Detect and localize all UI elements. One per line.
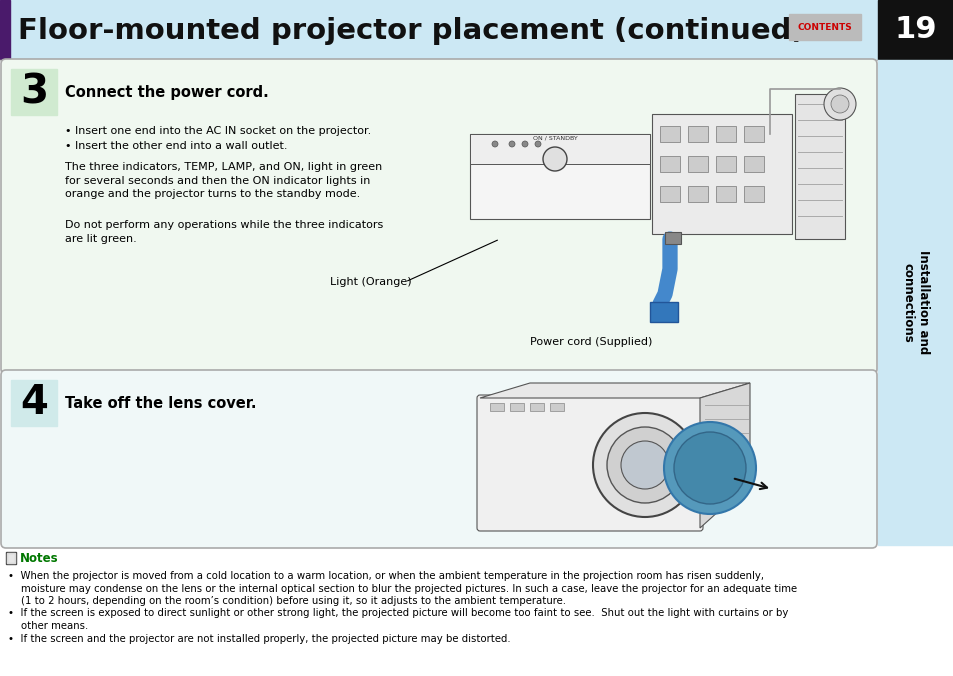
Bar [0,0,10,60]
Text: •  If the screen and the projector are not installed properly, the projected pic: • If the screen and the projector are no… [8,633,510,644]
Text: Floor-mounted projector placement (continued): Floor-mounted projector placement (conti… [18,17,804,45]
Circle shape [492,141,497,147]
Bar [687,156,707,172]
Bar [11,380,57,426]
Text: •  When the projector is moved from a cold location to a warm location, or when : • When the projector is moved from a col… [8,571,763,581]
Bar [743,186,763,202]
Text: Installation and
connections: Installation and connections [901,250,929,355]
Text: •  If the screen is exposed to direct sunlight or other strong light, the projec: • If the screen is exposed to direct sun… [8,608,787,619]
Polygon shape [700,383,749,528]
Text: Notes: Notes [20,552,58,564]
Bar [716,126,735,142]
Text: • Insert the other end into a wall outlet.: • Insert the other end into a wall outle… [65,141,287,151]
Circle shape [823,88,855,120]
Text: 3: 3 [20,72,48,112]
Bar [0,0,953,60]
Circle shape [673,432,745,504]
Bar [649,302,678,322]
Text: Do not perform any operations while the three indicators
are lit green.: Do not perform any operations while the … [65,220,383,243]
Bar [470,134,649,219]
Bar [651,114,791,234]
Text: Take off the lens cover.: Take off the lens cover. [65,395,256,410]
FancyBboxPatch shape [1,370,876,548]
Text: 4: 4 [20,383,48,423]
Bar [550,403,563,411]
Bar [687,126,707,142]
Circle shape [663,422,755,514]
Text: CONTENTS: CONTENTS [797,22,851,32]
Bar [743,126,763,142]
Bar [877,0,953,60]
FancyBboxPatch shape [476,395,702,531]
Bar [687,186,707,202]
Bar [6,552,16,564]
Bar [490,403,503,411]
FancyBboxPatch shape [1,59,876,374]
Circle shape [620,441,668,489]
Bar [788,14,861,40]
Circle shape [521,141,527,147]
Bar [743,156,763,172]
Bar [659,126,679,142]
Bar [716,186,735,202]
Text: Connect the power cord.: Connect the power cord. [65,84,269,99]
Bar [794,94,844,239]
Bar [510,403,523,411]
Polygon shape [479,383,749,398]
Bar [7,553,15,563]
Bar [530,403,543,411]
Circle shape [606,427,682,503]
Text: (1 to 2 hours, depending on the room’s condition) before using it, so it adjusts: (1 to 2 hours, depending on the room’s c… [8,596,565,606]
Bar [659,156,679,172]
Circle shape [830,95,848,113]
Bar [877,60,953,545]
Text: ON / STANDBY: ON / STANDBY [532,136,577,141]
Text: other means.: other means. [8,621,89,631]
Text: • Insert one end into the AC IN socket on the projector.: • Insert one end into the AC IN socket o… [65,126,371,136]
Circle shape [542,147,566,171]
Text: Light (Orange): Light (Orange) [330,277,411,287]
Circle shape [593,413,697,517]
Bar [11,69,57,115]
Circle shape [509,141,515,147]
Text: The three indicators, TEMP, LAMP, and ON, light in green
for several seconds and: The three indicators, TEMP, LAMP, and ON… [65,162,382,199]
Bar [470,134,649,164]
Bar [7,553,15,563]
Bar [716,156,735,172]
Text: moisture may condense on the lens or the internal optical section to blur the pr: moisture may condense on the lens or the… [8,583,797,594]
Bar [659,186,679,202]
Text: 19: 19 [894,16,937,45]
Circle shape [535,141,540,147]
Text: Power cord (Supplied): Power cord (Supplied) [530,337,652,347]
Bar [664,232,680,244]
